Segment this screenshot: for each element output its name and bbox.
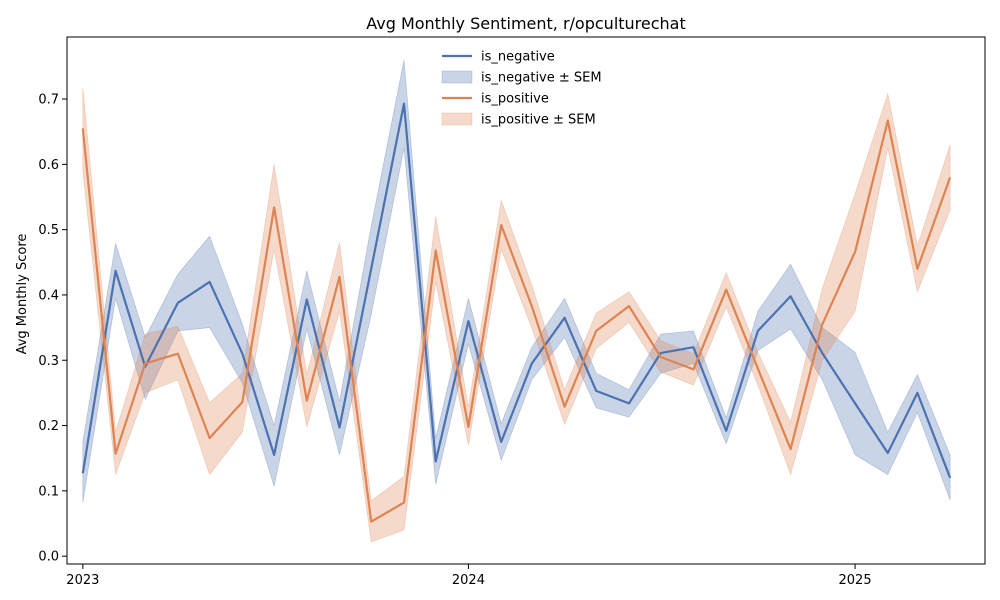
legend-label-is-positive-sem: is_positive ± SEM <box>481 113 596 128</box>
legend-swatch-is-negative-sem <box>441 70 473 84</box>
y-axis-title: Avg Monthly Score <box>15 234 30 355</box>
y-tick-label: 0.3 <box>38 354 59 369</box>
y-tick-label: 0.7 <box>38 93 59 108</box>
y-tick-label: 0.4 <box>38 288 59 303</box>
x-axis: 2023 2024 2025 <box>66 564 872 588</box>
series-lines <box>81 102 952 523</box>
sem-bands <box>82 59 951 543</box>
legend-label-is-negative: is_negative <box>481 50 555 65</box>
legend-label-is-negative-sem: is_negative ± SEM <box>481 71 602 86</box>
y-tick-label: 0.5 <box>38 223 59 238</box>
y-tick-label: 0.1 <box>38 484 59 499</box>
band-is-negative <box>82 59 951 503</box>
legend-label-is-positive: is_positive <box>481 92 549 107</box>
legend-swatch-is-positive-sem <box>441 112 473 126</box>
line-is-positive <box>81 119 952 523</box>
line-is-negative <box>81 102 952 479</box>
chart-title: Avg Monthly Sentiment, r/opculturechat <box>366 14 686 33</box>
legend: is_negative is_negative ± SEM is_positivei… <box>441 50 602 128</box>
plot-frame <box>66 36 986 565</box>
x-tick-label: 2024 <box>452 573 485 588</box>
y-tick-label: 0.0 <box>38 550 59 565</box>
y-tick-label: 0.2 <box>38 419 59 434</box>
x-tick-label: 2023 <box>66 573 99 588</box>
y-tick-label: 0.6 <box>38 158 59 173</box>
y-axis: 0.0 0.1 0.2 0.3 0.4 0.5 0.6 0.7 <box>38 93 67 565</box>
x-tick-label: 2025 <box>839 573 872 588</box>
